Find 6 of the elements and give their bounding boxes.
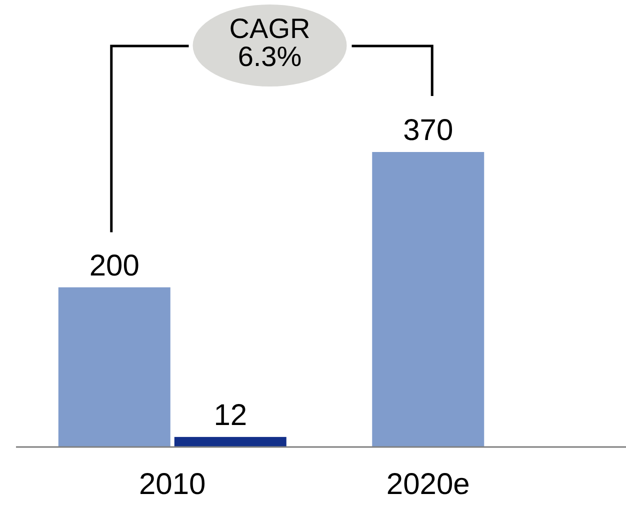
data-label: 200 (89, 249, 140, 282)
data-label: 370 (403, 114, 454, 147)
data-label: 12 (214, 398, 248, 432)
x-tick-label: 2010 (139, 468, 206, 501)
text: CAGR 6.3% (229, 13, 310, 72)
x-tick-label: 2020e (386, 468, 470, 501)
